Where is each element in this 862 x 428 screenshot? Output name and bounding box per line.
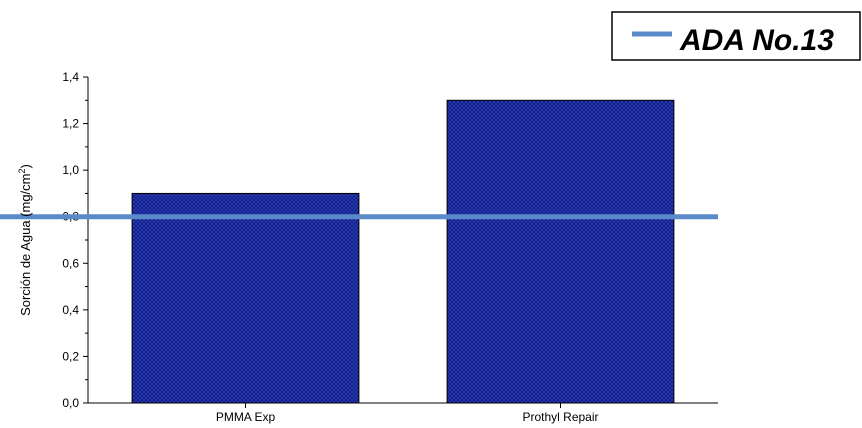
legend-label: ADA No.13 [679,24,834,57]
bar-prothyl-repair [446,99,675,404]
bars [131,99,675,404]
y-tick-label: 1,4 [62,70,79,84]
y-axis-title-superscript: 2 [17,168,27,173]
y-tick-label: 0,6 [62,256,79,270]
legend: ADA No.13 [611,11,861,61]
y-axis-title-suffix: ) [18,164,33,168]
y-tick-label: 1,2 [62,117,79,131]
x-tick-label: PMMA Exp [216,410,276,424]
y-tick-label: 1,0 [62,163,79,177]
y-tick-label: 0,4 [62,303,79,317]
x-tick-label: Prothyl Repair [522,410,598,424]
y-ticks: 0,00,20,40,60,81,01,21,4 [62,70,88,410]
x-tick-labels: PMMA Exp Prothyl Repair [216,403,599,424]
bar-pmma-exp [131,192,360,404]
y-tick-label: 0,2 [62,349,79,363]
y-tick-label: 0,0 [62,396,79,410]
y-axis-title: Sorción de Agua (mg/cm2) [17,164,33,316]
